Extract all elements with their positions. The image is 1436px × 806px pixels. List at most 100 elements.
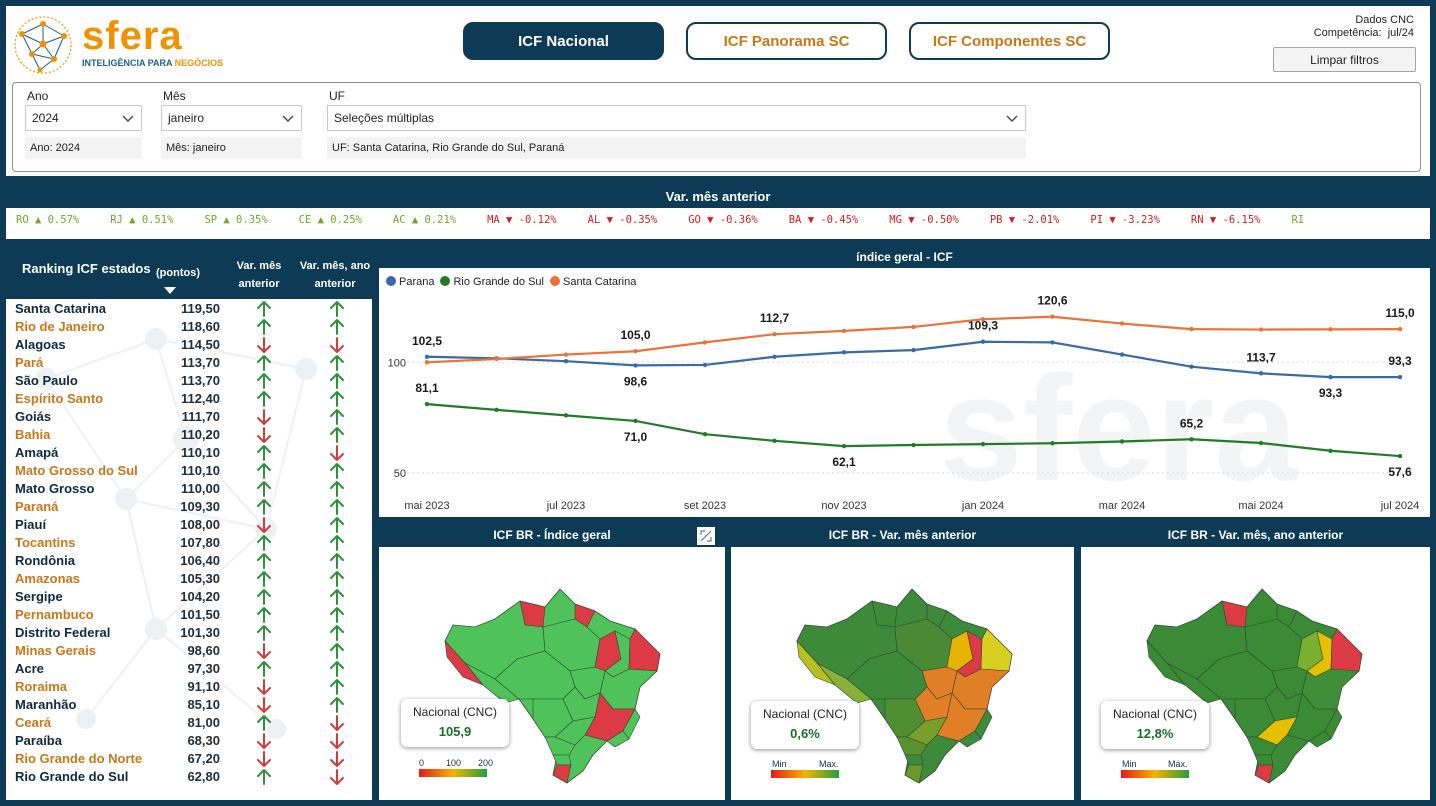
state-region-ba[interactable] <box>599 668 658 710</box>
legend-item-parana[interactable]: Parana <box>386 276 434 288</box>
data-point[interactable] <box>702 340 708 345</box>
data-point[interactable] <box>772 354 777 359</box>
data-point[interactable] <box>841 328 847 334</box>
state-region-rj[interactable] <box>958 730 982 748</box>
table-row[interactable]: Bahia 110,20 <box>15 426 370 444</box>
data-point[interactable] <box>1258 327 1264 332</box>
filter-mes-select[interactable]: janeiro <box>161 105 302 131</box>
legend-item-sc[interactable]: Santa Catarina <box>549 276 636 288</box>
table-row[interactable]: Rio de Janeiro 118,60 <box>15 318 370 336</box>
data-point[interactable] <box>633 363 638 368</box>
table-row[interactable]: Pará 113,70 <box>15 354 370 372</box>
state-region-rs[interactable] <box>1254 764 1274 784</box>
ranking-col-ano[interactable]: Var. mês, ano anterior <box>299 260 371 290</box>
data-point[interactable] <box>1119 321 1125 326</box>
data-point[interactable] <box>1328 448 1333 453</box>
table-row[interactable]: Goiás 111,70 <box>15 408 370 426</box>
state-region-rj[interactable] <box>606 730 630 748</box>
data-point[interactable] <box>1189 326 1194 332</box>
state-region-ne[interactable] <box>628 628 661 672</box>
state-region-ba[interactable] <box>951 668 1010 710</box>
data-point[interactable] <box>633 418 638 424</box>
table-row[interactable]: Mato Grosso do Sul 110,10 <box>15 462 370 480</box>
filter-ano-select[interactable]: 2024 <box>25 105 142 131</box>
table-row[interactable]: Sergipe 104,20 <box>15 588 370 606</box>
state-region-ac[interactable] <box>796 640 836 686</box>
data-point[interactable] <box>494 407 499 413</box>
data-point[interactable] <box>980 316 986 322</box>
state-region-ne[interactable] <box>1330 628 1363 672</box>
data-point[interactable] <box>911 347 916 353</box>
filter-uf-select[interactable]: Seleções múltiplas <box>327 105 1026 131</box>
state-region-pr[interactable] <box>896 736 928 756</box>
state-region-rs[interactable] <box>904 764 924 784</box>
table-row[interactable]: Alagoas 114,50 <box>15 336 370 354</box>
data-point[interactable] <box>1328 374 1333 380</box>
table-row[interactable]: Ceará 81,00 <box>15 714 370 732</box>
legend-item-rgs[interactable]: Rio Grande do Sul <box>440 276 544 288</box>
table-row[interactable]: Tocantins 107,80 <box>15 534 370 552</box>
data-point[interactable] <box>1258 440 1264 446</box>
data-point[interactable] <box>1189 364 1194 369</box>
table-row[interactable]: Amapá 110,10 <box>15 444 370 462</box>
table-row[interactable]: Rio Grande do Norte 67,20 <box>15 750 370 768</box>
data-point[interactable] <box>1119 352 1125 357</box>
data-point[interactable] <box>1258 371 1264 376</box>
sort-descending-icon[interactable] <box>164 287 176 295</box>
table-row[interactable]: Espírito Santo 112,40 <box>15 390 370 408</box>
data-point[interactable] <box>563 358 569 364</box>
state-region-ba[interactable] <box>1301 668 1360 710</box>
data-point[interactable] <box>1328 327 1333 332</box>
brazil-map-indice-geral[interactable] <box>435 559 675 789</box>
table-row[interactable]: Mato Grosso 110,00 <box>15 480 370 498</box>
table-row[interactable]: Maranhão 85,10 <box>15 696 370 714</box>
table-row[interactable]: Minas Gerais 98,60 <box>15 642 370 660</box>
data-point[interactable] <box>772 438 777 444</box>
data-point[interactable] <box>980 339 986 344</box>
ranking-col-mes[interactable]: Var. mês anterior <box>236 260 282 290</box>
data-point[interactable] <box>424 354 430 359</box>
expand-icon[interactable] <box>697 527 715 545</box>
state-region-ac[interactable] <box>444 640 484 686</box>
state-region-ac[interactable] <box>1146 640 1186 686</box>
data-point[interactable] <box>911 324 916 330</box>
data-point[interactable] <box>1397 374 1403 380</box>
data-point[interactable] <box>1189 437 1194 442</box>
tab-icf-panorama-sc[interactable]: ICF Panorama SC <box>686 22 887 60</box>
data-point[interactable] <box>702 431 708 437</box>
table-row[interactable]: São Paulo 113,70 <box>15 372 370 390</box>
state-region-pr[interactable] <box>544 736 576 756</box>
table-row[interactable]: Amazonas 105,30 <box>15 570 370 588</box>
tab-icf-nacional[interactable]: ICF Nacional <box>463 22 664 60</box>
state-region-rj[interactable] <box>1308 730 1332 748</box>
table-row[interactable]: Pernambuco 101,50 <box>15 606 370 624</box>
data-point[interactable] <box>841 443 847 449</box>
data-point[interactable] <box>1397 453 1403 459</box>
table-row[interactable]: Distrito Federal 101,30 <box>15 624 370 642</box>
table-row[interactable]: Acre 97,30 <box>15 660 370 678</box>
data-point[interactable] <box>424 401 430 407</box>
data-point[interactable] <box>841 350 847 355</box>
table-row[interactable]: Rondônia 106,40 <box>15 552 370 570</box>
state-region-ne[interactable] <box>980 628 1013 672</box>
data-point[interactable] <box>980 441 986 447</box>
tab-icf-componentes-sc[interactable]: ICF Componentes SC <box>909 22 1110 60</box>
data-point[interactable] <box>494 356 499 362</box>
data-point[interactable] <box>1050 340 1055 345</box>
clear-filters-button[interactable]: Limpar filtros <box>1273 47 1416 72</box>
state-region-pr[interactable] <box>1246 736 1278 756</box>
data-point[interactable] <box>702 362 708 368</box>
table-row[interactable]: Santa Catarina 119,50 <box>15 300 370 318</box>
data-point[interactable] <box>1050 314 1055 319</box>
data-point[interactable] <box>911 442 916 448</box>
state-region-rs[interactable] <box>552 764 572 784</box>
brazil-map-var-ano[interactable] <box>1137 559 1377 789</box>
brazil-map-var-mes[interactable] <box>787 559 1027 789</box>
table-row[interactable]: Paraíba 68,30 <box>15 732 370 750</box>
data-point[interactable] <box>563 352 569 357</box>
data-point[interactable] <box>1397 326 1403 332</box>
data-point[interactable] <box>633 349 638 354</box>
table-row[interactable]: Rio Grande do Sul 62,80 <box>15 768 370 786</box>
table-row[interactable]: Paraná 109,30 <box>15 498 370 516</box>
data-point[interactable] <box>1119 439 1125 444</box>
